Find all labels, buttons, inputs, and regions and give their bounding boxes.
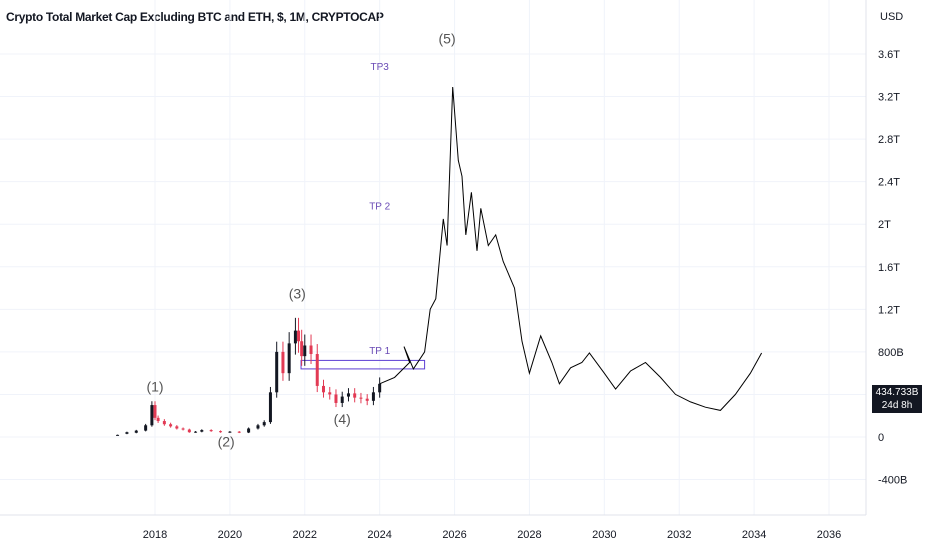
candle-body xyxy=(200,430,204,432)
candle-body xyxy=(247,428,251,433)
candle-body xyxy=(144,425,148,431)
bar-countdown: 24d 8h xyxy=(881,400,913,411)
candle-body xyxy=(262,422,266,426)
last-price-value: 434.733B xyxy=(875,387,919,398)
candle-body xyxy=(268,392,272,423)
x-tick-label: 2028 xyxy=(517,529,541,541)
candle-body xyxy=(175,426,179,429)
candle-body xyxy=(297,330,301,342)
currency-selector[interactable]: USD xyxy=(880,11,904,23)
candle-body xyxy=(378,383,382,393)
wave-label: (1) xyxy=(146,378,163,394)
x-tick-label: 2034 xyxy=(742,529,766,541)
y-tick-label: 2.8T xyxy=(878,134,900,146)
y-tick-label: 800B xyxy=(878,347,904,359)
wave-label: (5) xyxy=(439,30,456,46)
chart-grid xyxy=(0,0,866,515)
take-profit-label: TP 2 xyxy=(369,201,390,212)
candle-body xyxy=(116,434,120,436)
candle-body xyxy=(328,392,332,395)
candle-body xyxy=(309,345,313,355)
candle-body xyxy=(322,385,325,393)
candle-body xyxy=(275,351,279,393)
candle-body xyxy=(156,417,160,422)
candle-body xyxy=(209,430,213,432)
x-tick-label: 2030 xyxy=(592,529,616,541)
y-tick-label: 0 xyxy=(878,432,884,444)
projection-path xyxy=(379,86,763,411)
y-tick-label: 1.6T xyxy=(878,262,900,274)
candle-body xyxy=(334,394,338,403)
take-profit-label: TP 1 xyxy=(369,346,390,357)
x-tick-label: 2018 xyxy=(143,529,167,541)
projection-line xyxy=(379,86,763,411)
x-tick-label: 2036 xyxy=(817,529,841,541)
candle-body xyxy=(340,396,344,403)
candle-body xyxy=(353,393,357,398)
wave-label: (3) xyxy=(289,286,306,302)
x-tick-label: 2026 xyxy=(442,529,466,541)
candle-body xyxy=(150,405,154,426)
candle-body xyxy=(181,428,185,430)
wave-label: (2) xyxy=(218,434,235,450)
y-tick-label: 3.2T xyxy=(878,92,900,104)
candle-body xyxy=(303,345,307,357)
candle-body xyxy=(293,330,297,344)
candle-body xyxy=(300,341,304,357)
time-axis[interactable]: 2018 2020 2022 2024 2026 2028 2030 2032 2034 2036 xyxy=(143,529,841,541)
take-profit-label: TP3 xyxy=(370,62,389,73)
candle-body xyxy=(287,343,291,374)
candle-body xyxy=(219,431,223,433)
candle-body xyxy=(365,398,369,401)
candle-body xyxy=(371,392,375,401)
chart-annotations: (1) (2) (3) (4) (5) TP3 TP 2 TP 1 xyxy=(146,30,455,449)
target-box xyxy=(300,359,426,370)
candle-body xyxy=(281,351,285,374)
candle-body xyxy=(169,424,173,427)
target-zone xyxy=(300,359,426,370)
last-price-badge: 434.733B 24d 8h xyxy=(872,385,922,413)
wave-label: (4) xyxy=(334,411,351,427)
candle-body xyxy=(187,429,191,433)
candle-body xyxy=(256,425,260,429)
y-tick-label: 3.6T xyxy=(878,49,900,61)
candle-body xyxy=(346,393,350,397)
candle-body xyxy=(125,432,129,434)
chart-title: Crypto Total Market Cap Excluding BTC an… xyxy=(6,10,384,24)
candle-body xyxy=(162,421,166,425)
y-tick-label: 1.2T xyxy=(878,304,900,316)
candle-body xyxy=(134,430,138,433)
candle-body xyxy=(237,431,241,433)
x-tick-label: 2024 xyxy=(367,529,391,541)
candle-body xyxy=(153,405,157,418)
candle-body xyxy=(194,431,198,433)
candle-body xyxy=(228,431,232,433)
y-tick-label: -400B xyxy=(878,475,907,487)
y-tick-label: 2T xyxy=(878,219,891,231)
candle-body xyxy=(315,354,319,386)
x-tick-label: 2020 xyxy=(218,529,242,541)
x-tick-label: 2032 xyxy=(667,529,691,541)
y-tick-label: 2.4T xyxy=(878,177,900,189)
candle-series xyxy=(116,317,382,436)
candle-body xyxy=(359,397,363,399)
x-tick-label: 2022 xyxy=(293,529,317,541)
